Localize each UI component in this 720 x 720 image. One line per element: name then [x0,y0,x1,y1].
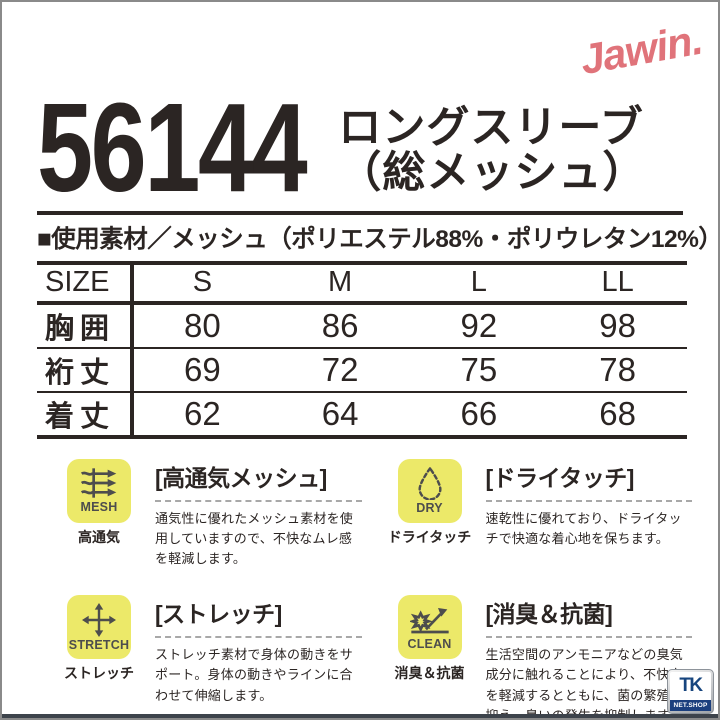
tk-logo-letters: TK [679,675,703,696]
dashed-divider [485,636,692,639]
chest-s: 80 [184,306,221,344]
chest-ll: 98 [599,306,636,344]
tk-logo-netshop-label: NET.SHOP [670,700,711,711]
product-number: 56144 [37,77,308,218]
length-s: 62 [132,390,271,437]
mesh-arrows-glyph [80,468,117,498]
product-title-line2: （総メッシュ） [338,149,647,198]
chest-m: 86 [321,306,359,344]
clean-icon-label-en: CLEAN [407,636,452,651]
dry-icon-label-jp: ドライタッチ [387,528,472,545]
four-way-arrows-glyph [82,602,116,637]
header: 56144 ロングスリーブ （総メッシュ） [2,2,718,218]
table-row-sleeve: 裄丈 69 72 75 78 [37,346,687,392]
size-table-header-m: M [270,262,410,305]
size-table-header-size: SIZE [37,262,134,305]
feature-dry: DRY ドライタッチ [ドライタッチ] 速乾性に優れており、ドライタッチで快適な… [387,458,692,569]
deodorize-bounce-glyph [409,607,449,634]
mesh-icon-label-jp: 高通気 [78,528,120,545]
length-l: 66 [409,390,549,437]
length-ll: 68 [548,390,687,437]
feature-dry-title: [ドライタッチ] [485,464,635,491]
sleeve-ll: 78 [548,346,687,392]
dashed-divider [485,499,692,502]
feature-mesh-title: [高通気メッシュ] [155,464,327,491]
tk-netshop-logo: TK NET.SHOP [667,669,714,714]
product-title: ロングスリーブ （総メッシュ） [338,103,647,199]
size-table-header-s: S [132,262,271,305]
dashed-divider [155,636,362,639]
bottom-bar [2,714,718,718]
feature-clean-title: [消臭＆抗菌] [485,601,613,628]
chest-l: 92 [460,306,498,344]
material-line: ■使用素材／メッシュ（ポリエステル88%・ポリウレタン12%） [37,225,720,253]
size-table-header-row: SIZE S M L LL [37,262,687,305]
clean-icon-label-jp: 消臭＆抗菌 [394,665,465,682]
feature-stretch-description: ストレッチ素材で身体の動きをサポート。身体の動きやラインに合わせて伸縮します。 [155,647,354,703]
sleeve-l: 75 [409,346,549,392]
stretch-arrows-icon: STRETCH [67,595,131,660]
feature-mesh: MESH 高通気 [高通気メッシュ] 通気性に優れたメッシュ素材を使用しています… [57,458,362,569]
size-table: SIZE S M L LL 胸囲 80 86 92 98 裄丈 69 72 75… [37,260,687,439]
dry-icon-label-en: DRY [416,501,443,516]
feature-grid: MESH 高通気 [高通気メッシュ] 通気性に優れたメッシュ素材を使用しています… [57,458,692,718]
mesh-icon-label-en: MESH [80,500,118,515]
row-label-chest: 胸囲 [45,312,109,345]
dry-droplet-icon: DRY [397,458,462,523]
row-label-sleeve: 裄丈 [45,356,109,389]
feature-stretch-title: [ストレッチ] [155,601,282,628]
feature-mesh-description: 通気性に優れたメッシュ素材を使用していますので、不快なムレ感を軽減します。 [155,510,354,567]
feature-dry-description: 速乾性に優れており、ドライタッチで快適な着心地を保ちます。 [485,510,682,546]
product-title-line1: ロングスリーブ [338,103,644,152]
stretch-icon-label-jp: ストレッチ [64,665,134,682]
droplet-glyph [417,466,442,501]
sleeve-m: 72 [270,346,410,392]
feature-clean: CLEAN 消臭＆抗菌 [消臭＆抗菌] 生活空間のアンモニアなどの臭気成分に触れ… [388,595,692,718]
stretch-icon-label-en: STRETCH [68,637,130,652]
divider-rule [37,210,683,215]
table-row-chest: 胸囲 80 86 92 98 [37,302,687,348]
sleeve-s: 69 [132,346,271,392]
row-label-length: 着丈 [45,400,109,433]
table-row-length: 着丈 62 64 66 68 [37,390,687,437]
length-m: 64 [270,390,410,437]
feature-clean-description: 生活空間のアンモニアなどの臭気成分に触れることにより、不快臭を軽減するとともに、… [485,647,684,718]
size-table-header-ll: LL [548,262,687,305]
mesh-icon: MESH [67,458,131,523]
feature-stretch: STRETCH ストレッチ [ストレッチ] ストレッチ素材で身体の動きをサポート… [57,595,362,718]
deodorant-antibacterial-icon: CLEAN [397,595,462,660]
size-table-header-l: L [409,262,549,305]
dashed-divider [155,499,362,502]
